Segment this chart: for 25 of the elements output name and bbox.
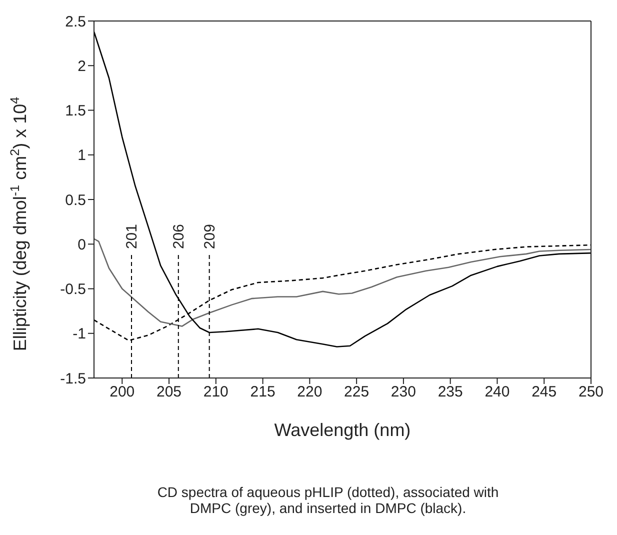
y-tick-label: 2.5 [65, 13, 86, 30]
y-tick-label: -0.5 [60, 281, 86, 298]
text: CD spectra of aqueous pHLIP (dotted), associated with DMPC (grey), and inserted in DMPC (black). [156, 484, 500, 516]
x-tick-label: 205 [156, 384, 182, 401]
y-tick-label: -1.5 [60, 370, 86, 388]
y-tick-label: -1 [72, 326, 86, 343]
x-tick-label: 245 [532, 384, 557, 401]
ref-line-label: 206 [170, 224, 188, 250]
x-tick-label: 240 [484, 384, 510, 401]
y-tick-label: 0.5 [65, 192, 86, 209]
x-tick-label: 210 [203, 384, 228, 401]
y-tick-label: 0 [78, 236, 86, 254]
x-tick-label: 200 [110, 384, 135, 401]
x-tick-label: 225 [344, 384, 370, 401]
x-axis-title: Wavelength (nm) [274, 420, 411, 440]
x-tick-label: 235 [438, 384, 463, 401]
y-tick-label: 2 [78, 58, 86, 75]
y-tick-label: 1.5 [65, 102, 86, 120]
ref-line-label: 209 [201, 224, 218, 250]
y-tick-label: 1 [78, 147, 86, 164]
x-tick-label: 220 [297, 384, 322, 401]
x-tick-label: 215 [250, 384, 276, 401]
ref-line-label: 201 [124, 224, 141, 250]
x-tick-label: 250 [578, 384, 604, 401]
x-tick-label: 230 [390, 384, 416, 401]
